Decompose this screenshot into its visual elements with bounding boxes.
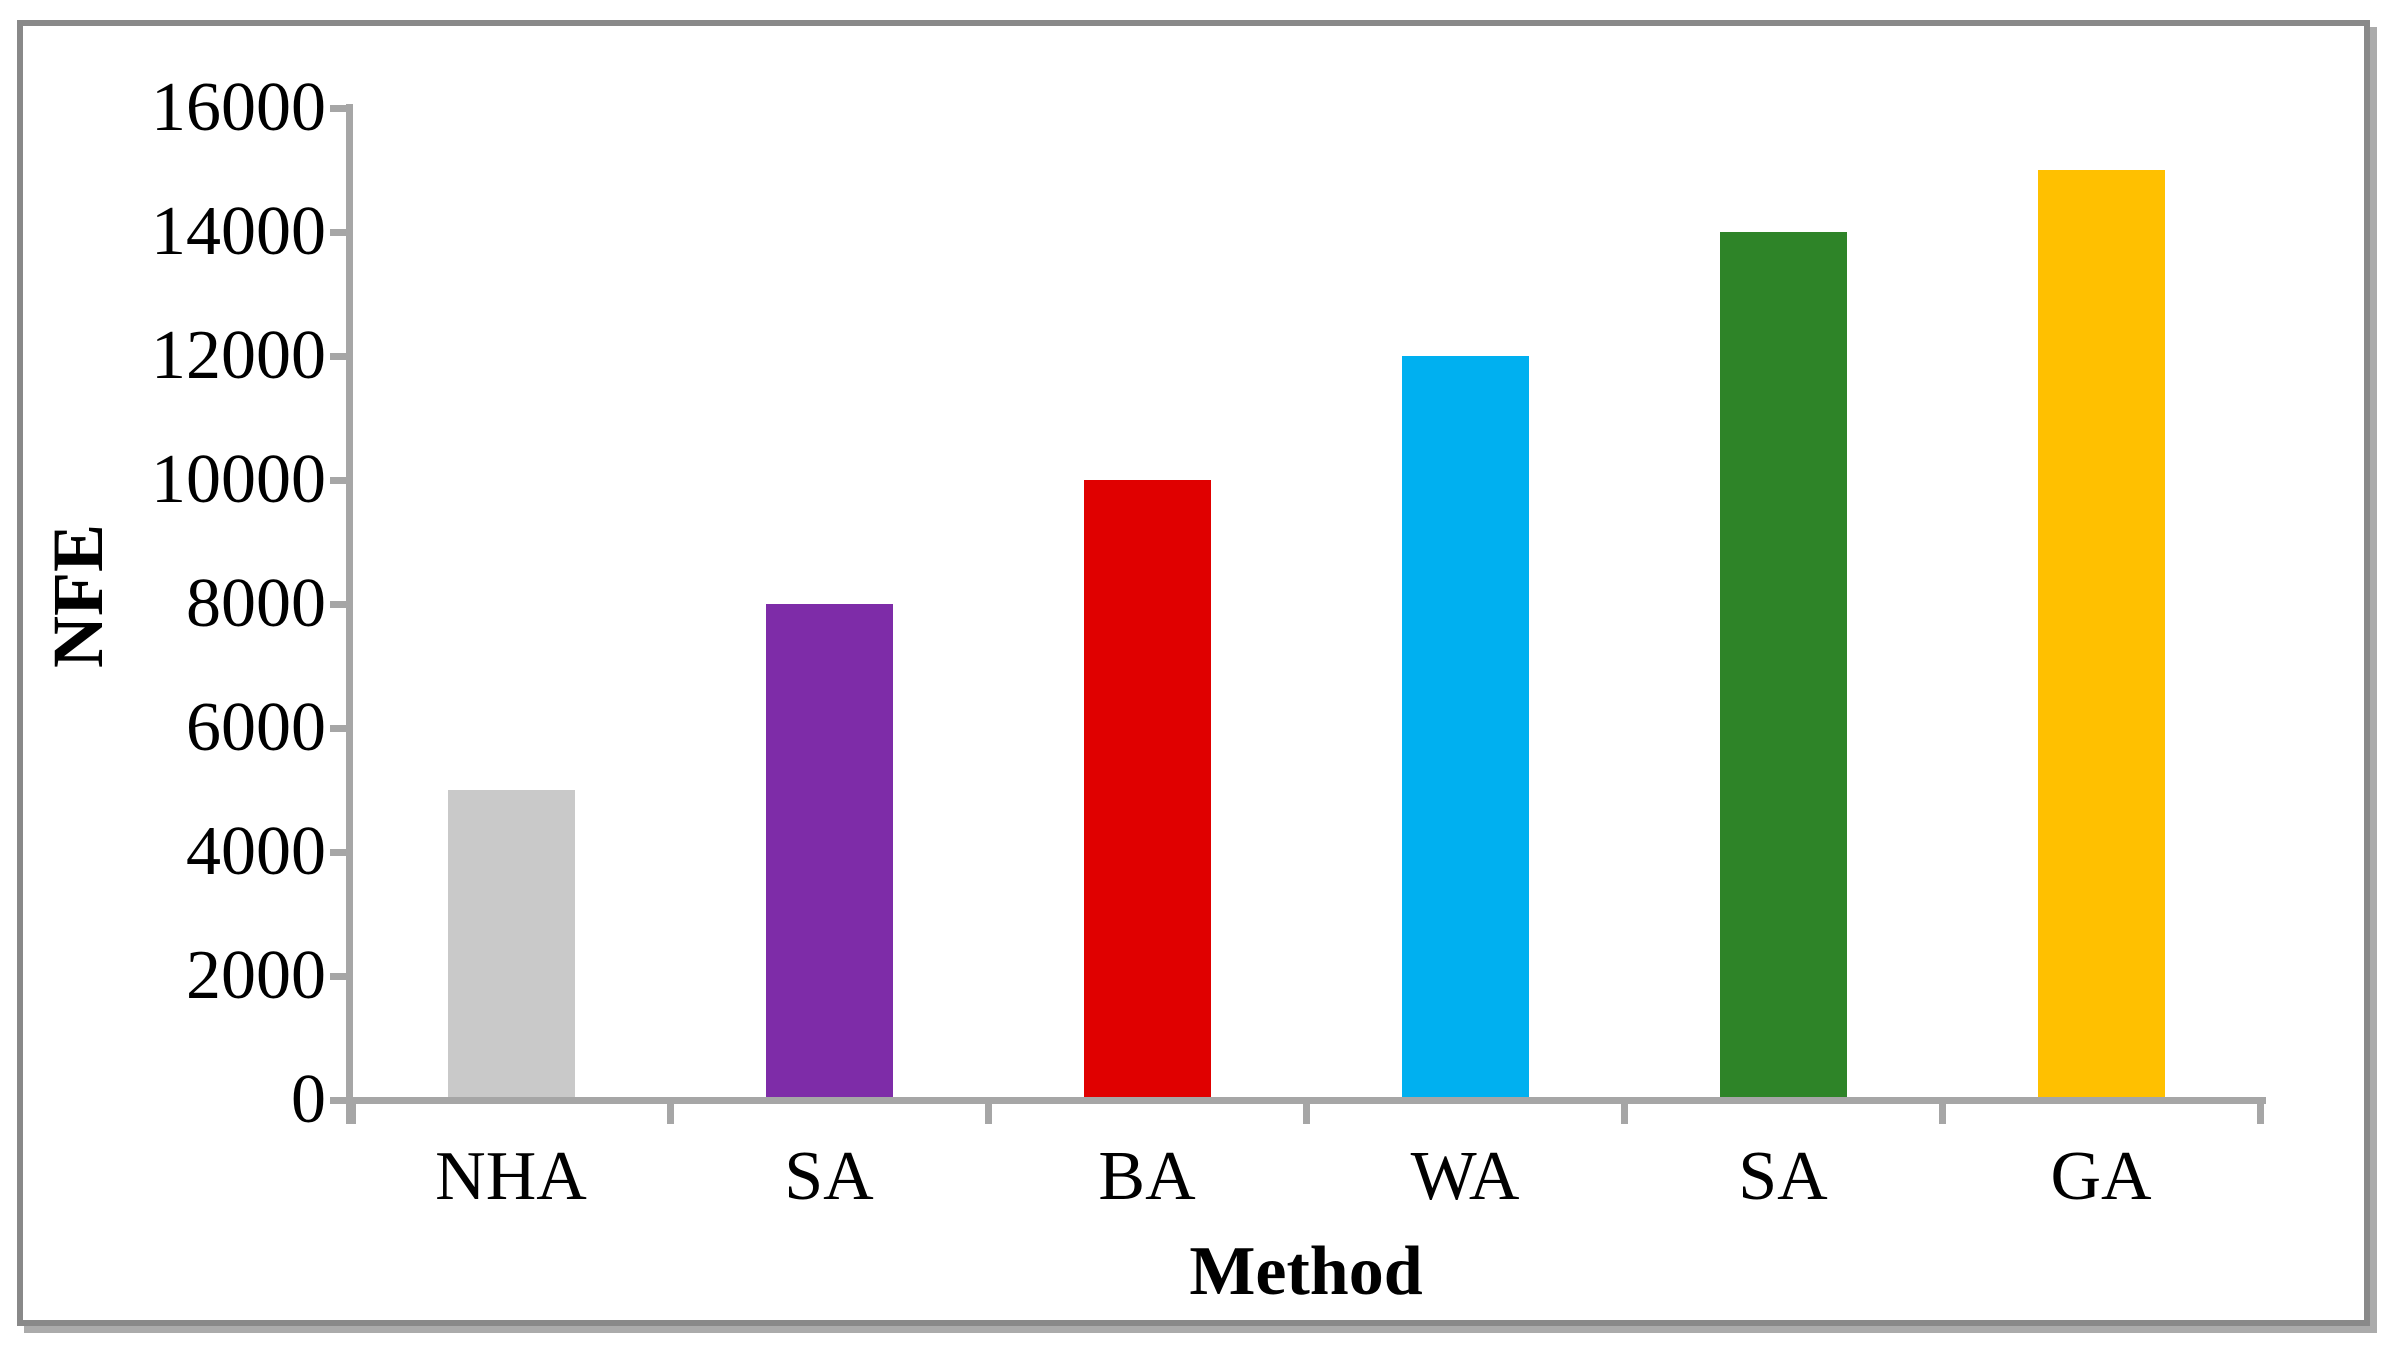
x-axis-line: [330, 1097, 2266, 1104]
x-tick: [985, 1100, 992, 1124]
bar-nha-0: [447, 790, 575, 1100]
y-tick-label: 2000: [186, 937, 326, 1014]
bar-wa-3: [1401, 356, 1529, 1100]
y-tick: [330, 229, 352, 236]
x-category-label: NHA: [435, 1138, 587, 1215]
bar-sa-1: [765, 604, 893, 1100]
x-category-label: BA: [1098, 1138, 1196, 1215]
y-tick: [330, 725, 352, 732]
y-axis-line: [346, 104, 353, 1124]
bar-ba-2: [1083, 480, 1211, 1100]
x-tick: [667, 1100, 674, 1124]
bar-ga-5: [2037, 170, 2165, 1100]
y-tick-label: 10000: [151, 441, 326, 518]
x-tick: [1621, 1100, 1628, 1124]
x-tick: [1939, 1100, 1946, 1124]
x-tick: [1303, 1100, 1310, 1124]
bar-sa-4: [1719, 232, 1847, 1100]
y-tick-label: 0: [291, 1061, 326, 1138]
y-axis-title: NFE: [38, 524, 118, 668]
x-category-label: SA: [784, 1138, 874, 1215]
y-tick: [330, 353, 352, 360]
x-axis-title: Method: [1189, 1233, 1423, 1310]
y-tick-label: 6000: [186, 689, 326, 766]
y-tick: [330, 105, 352, 112]
x-category-label: GA: [2050, 1138, 2152, 1215]
y-tick: [330, 477, 352, 484]
y-tick-label: 16000: [151, 69, 326, 146]
y-tick: [330, 601, 352, 608]
y-tick-label: 14000: [151, 193, 326, 270]
y-tick-label: 12000: [151, 317, 326, 394]
x-tick: [2257, 1100, 2264, 1124]
y-tick-label: 4000: [186, 813, 326, 890]
x-category-label: SA: [1738, 1138, 1828, 1215]
y-tick-label: 8000: [186, 565, 326, 642]
y-tick: [330, 849, 352, 856]
x-category-label: WA: [1410, 1138, 1520, 1215]
y-tick: [330, 973, 352, 980]
